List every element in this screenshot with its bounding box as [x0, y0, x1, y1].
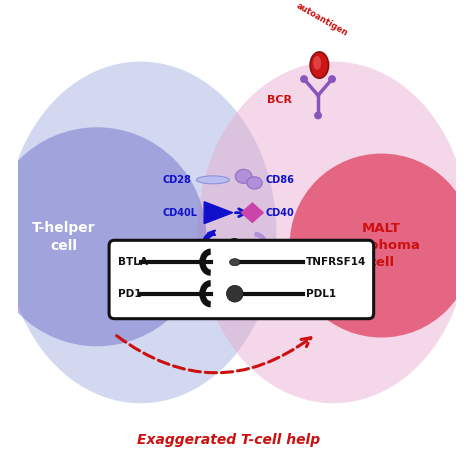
- FancyBboxPatch shape: [109, 240, 374, 319]
- Text: ?: ?: [230, 237, 240, 255]
- Ellipse shape: [313, 56, 321, 70]
- Ellipse shape: [310, 52, 328, 78]
- Ellipse shape: [197, 176, 229, 184]
- Circle shape: [300, 75, 308, 83]
- Circle shape: [227, 285, 243, 302]
- Circle shape: [0, 128, 206, 346]
- Text: CD86: CD86: [265, 175, 294, 185]
- Ellipse shape: [198, 62, 469, 403]
- Text: autoantigen: autoantigen: [294, 1, 349, 38]
- Circle shape: [314, 111, 322, 119]
- Text: MHCII: MHCII: [265, 240, 298, 251]
- Ellipse shape: [229, 259, 240, 266]
- Circle shape: [328, 75, 336, 83]
- Polygon shape: [241, 203, 263, 222]
- Text: CD40: CD40: [265, 208, 294, 218]
- Text: CD28: CD28: [163, 175, 191, 185]
- Text: MALT
lymphoma
cell: MALT lymphoma cell: [343, 222, 420, 269]
- Ellipse shape: [235, 169, 252, 183]
- Text: Exaggerated T-cell help: Exaggerated T-cell help: [137, 433, 320, 447]
- Text: PD1: PD1: [118, 289, 141, 299]
- Text: BCR: BCR: [267, 95, 292, 105]
- Ellipse shape: [247, 177, 262, 189]
- Text: T-helper
cell: T-helper cell: [32, 220, 96, 253]
- Circle shape: [290, 154, 474, 337]
- Text: TCR: TCR: [163, 240, 184, 251]
- Text: PDL1: PDL1: [306, 289, 337, 299]
- Text: BTLA: BTLA: [118, 257, 148, 267]
- Polygon shape: [204, 202, 233, 224]
- Text: TNFRSF14: TNFRSF14: [306, 257, 366, 267]
- Text: CD40L: CD40L: [163, 208, 198, 218]
- Ellipse shape: [5, 62, 276, 403]
